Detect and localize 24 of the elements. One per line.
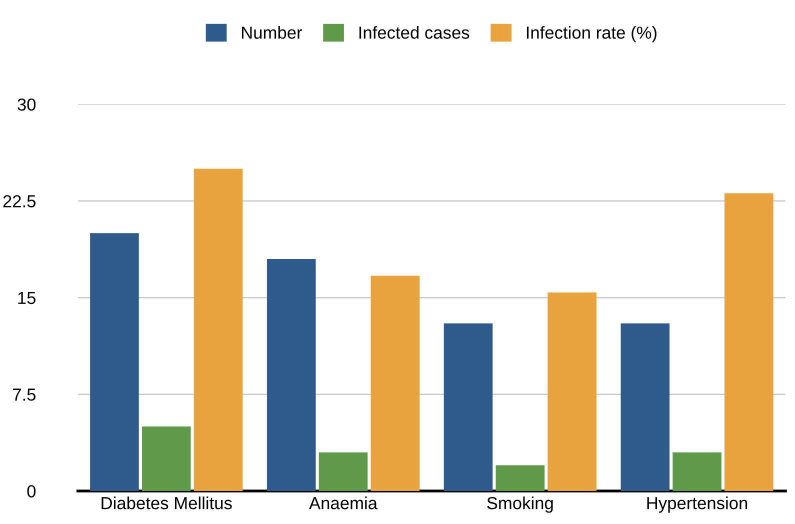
bar [672, 452, 722, 491]
bar [370, 276, 420, 491]
x-tick-label: Anaemia [309, 496, 378, 510]
x-tick-label: Diabetes Mellitus [102, 496, 232, 510]
legend-label: Infected cases [359, 26, 470, 39]
bar [194, 168, 243, 491]
y-tick-label: 30 [18, 98, 36, 111]
bar [142, 426, 191, 491]
bar [620, 323, 670, 491]
bar [266, 258, 316, 491]
legend-label: Number [242, 26, 302, 39]
bar [444, 323, 493, 491]
y-tick-label: 7.5 [13, 388, 36, 401]
x-tick-label: Smoking [487, 496, 553, 513]
y-tick-label: 0 [27, 485, 36, 498]
bar [90, 233, 139, 491]
y-tick-label: 15 [18, 292, 36, 304]
bar [724, 193, 774, 491]
x-tick-label: Hypertension [647, 496, 748, 513]
y-tick-label: 22.5 [3, 195, 36, 208]
legend-label: Infection rate (%) [526, 26, 656, 42]
bar [496, 465, 545, 491]
bar [548, 292, 596, 491]
bar [318, 452, 368, 491]
